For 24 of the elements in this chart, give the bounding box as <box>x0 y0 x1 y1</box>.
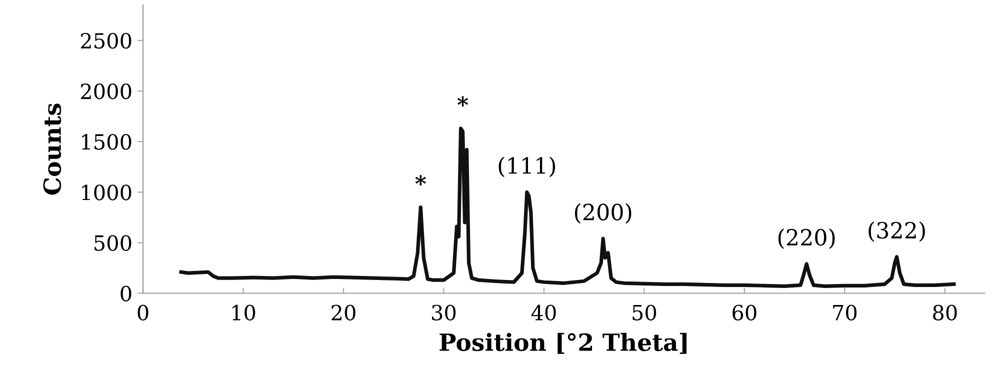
x-tick-label: 70 <box>833 304 857 320</box>
y-tick-label: 1000 <box>82 184 132 200</box>
annotation: (220) <box>778 228 835 249</box>
x-tick-label: 10 <box>232 304 256 320</box>
x-axis-title: Position [°2 Theta] <box>440 332 687 354</box>
y-tick-label: 2500 <box>80 32 132 49</box>
x-tick-label: 30 <box>432 304 456 320</box>
x-tick-label: 50 <box>632 304 656 320</box>
x-tick-label: 40 <box>531 304 556 320</box>
y-tick-label: 1500 <box>82 134 132 150</box>
x-tick-label: 0 <box>138 304 148 320</box>
annotation: (322) <box>868 221 925 242</box>
y-axis-title: Counts <box>43 104 62 195</box>
x-tick-label: 60 <box>732 304 756 320</box>
annotation: * <box>457 96 468 107</box>
line-series <box>179 126 956 288</box>
annotation: (200) <box>574 203 632 224</box>
y-tick-label: 500 <box>94 235 132 251</box>
annotation: (111) <box>498 156 556 178</box>
y-tick-label: 2000 <box>80 83 132 100</box>
y-tick-label: 0 <box>120 286 132 302</box>
annotation: * <box>415 175 426 186</box>
x-tick-label: 80 <box>933 304 957 320</box>
x-tick-label: 20 <box>332 304 356 320</box>
